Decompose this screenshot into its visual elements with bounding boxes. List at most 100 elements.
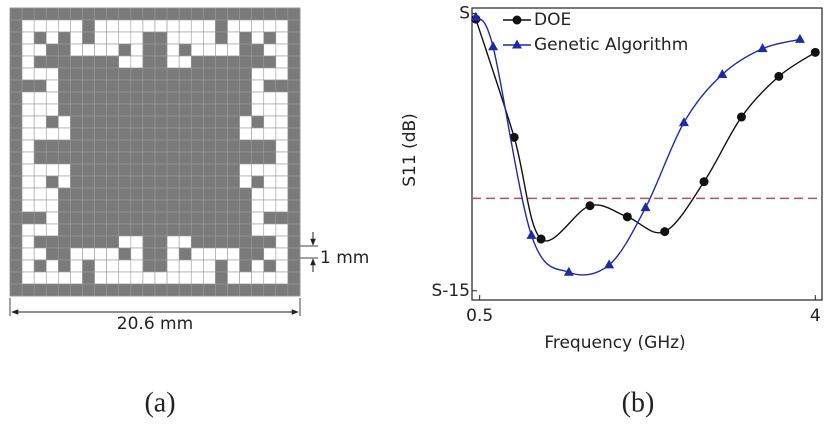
cell (9, 247, 23, 261)
cell (9, 259, 23, 273)
x-axis-label: Frequency (GHz) (544, 333, 685, 353)
cell (287, 115, 301, 129)
cell (239, 127, 252, 141)
cell (178, 91, 192, 105)
cell (94, 247, 107, 261)
cell (203, 103, 216, 117)
data-point (509, 132, 519, 142)
cell (106, 43, 120, 57)
cell (82, 211, 95, 225)
cell (70, 271, 83, 285)
cell (239, 175, 252, 189)
cell (130, 31, 144, 45)
cell (142, 259, 156, 273)
cell (263, 55, 277, 69)
cell (130, 235, 144, 249)
cell (142, 247, 156, 261)
cell (239, 259, 252, 273)
cell (130, 67, 144, 81)
cell (45, 175, 59, 189)
cell (215, 283, 228, 297)
cell (190, 127, 204, 141)
cell (251, 55, 265, 69)
cell (227, 79, 240, 93)
cell (287, 103, 301, 117)
cell (9, 91, 23, 105)
cell (45, 91, 59, 105)
cell (227, 19, 240, 33)
cell (130, 103, 144, 117)
cell (215, 91, 228, 105)
cell (82, 271, 95, 285)
cell (239, 79, 252, 93)
cell (263, 163, 277, 177)
cell (82, 283, 95, 297)
cell (178, 19, 192, 33)
cell (203, 127, 216, 141)
cell (251, 19, 265, 33)
cell (94, 19, 107, 33)
cell (45, 223, 59, 237)
cell (82, 223, 95, 237)
cell (215, 187, 228, 201)
cell (263, 91, 277, 105)
data-point (699, 177, 709, 187)
cell (239, 283, 252, 297)
cell (58, 199, 71, 213)
cell (130, 163, 144, 177)
cell (21, 115, 35, 129)
cell (166, 211, 180, 225)
cell (9, 211, 23, 225)
data-point (604, 259, 615, 269)
cell (130, 19, 144, 33)
cell (106, 199, 120, 213)
cell (203, 67, 216, 81)
cell (251, 223, 265, 237)
cell (251, 247, 265, 261)
cell (130, 199, 144, 213)
cell (190, 223, 204, 237)
cell (227, 67, 240, 81)
cell (9, 103, 23, 117)
cell (106, 55, 120, 69)
cell (21, 7, 35, 21)
cell (94, 91, 107, 105)
cell (106, 163, 120, 177)
cell (9, 139, 23, 153)
cell (33, 271, 47, 285)
cell (178, 211, 192, 225)
cell (178, 7, 192, 21)
cell (58, 67, 71, 81)
cell (21, 235, 35, 249)
cell (154, 199, 168, 213)
cell (215, 163, 228, 177)
cell (203, 175, 216, 189)
cell (263, 31, 277, 45)
cell (190, 91, 204, 105)
cell (21, 271, 35, 285)
cell (287, 67, 301, 81)
data-point (563, 266, 574, 276)
cell (118, 31, 132, 45)
cell (251, 259, 265, 273)
cell (203, 31, 216, 45)
cell (9, 223, 23, 237)
cell (94, 151, 107, 165)
cell (9, 271, 23, 285)
cell (251, 163, 265, 177)
panel-caption: (a) (144, 387, 175, 418)
cell (215, 127, 228, 141)
data-point (810, 47, 820, 57)
cell (45, 43, 59, 57)
cell (190, 211, 204, 225)
data-point (536, 234, 546, 244)
cell (118, 79, 132, 93)
cell (45, 151, 59, 165)
cell (94, 55, 107, 69)
cell (251, 139, 265, 153)
cell (275, 103, 289, 117)
cell (239, 91, 252, 105)
cell (203, 235, 216, 249)
cell (287, 79, 301, 93)
cell (9, 43, 23, 57)
